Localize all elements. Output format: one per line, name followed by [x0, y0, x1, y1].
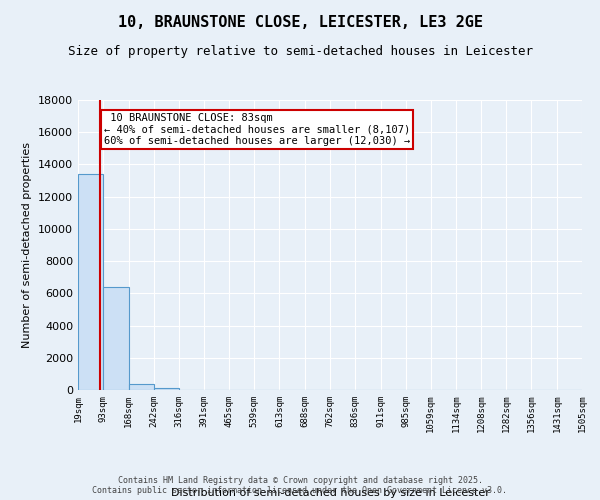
Bar: [78, 174, 103, 390]
Text: 10 BRAUNSTONE CLOSE: 83sqm
← 40% of semi-detached houses are smaller (8,107)
60%: 10 BRAUNSTONE CLOSE: 83sqm ← 40% of semi…: [104, 113, 410, 146]
Text: Contains HM Land Registry data © Crown copyright and database right 2025.
Contai: Contains HM Land Registry data © Crown c…: [92, 476, 508, 495]
Text: Size of property relative to semi-detached houses in Leicester: Size of property relative to semi-detach…: [67, 45, 533, 58]
Bar: [128, 384, 154, 390]
Y-axis label: Number of semi-detached properties: Number of semi-detached properties: [22, 142, 32, 348]
Bar: [154, 388, 179, 390]
Text: 10, BRAUNSTONE CLOSE, LEICESTER, LE3 2GE: 10, BRAUNSTONE CLOSE, LEICESTER, LE3 2GE: [118, 15, 482, 30]
X-axis label: Distribution of semi-detached houses by size in Leicester: Distribution of semi-detached houses by …: [170, 488, 490, 498]
Bar: [103, 287, 128, 390]
